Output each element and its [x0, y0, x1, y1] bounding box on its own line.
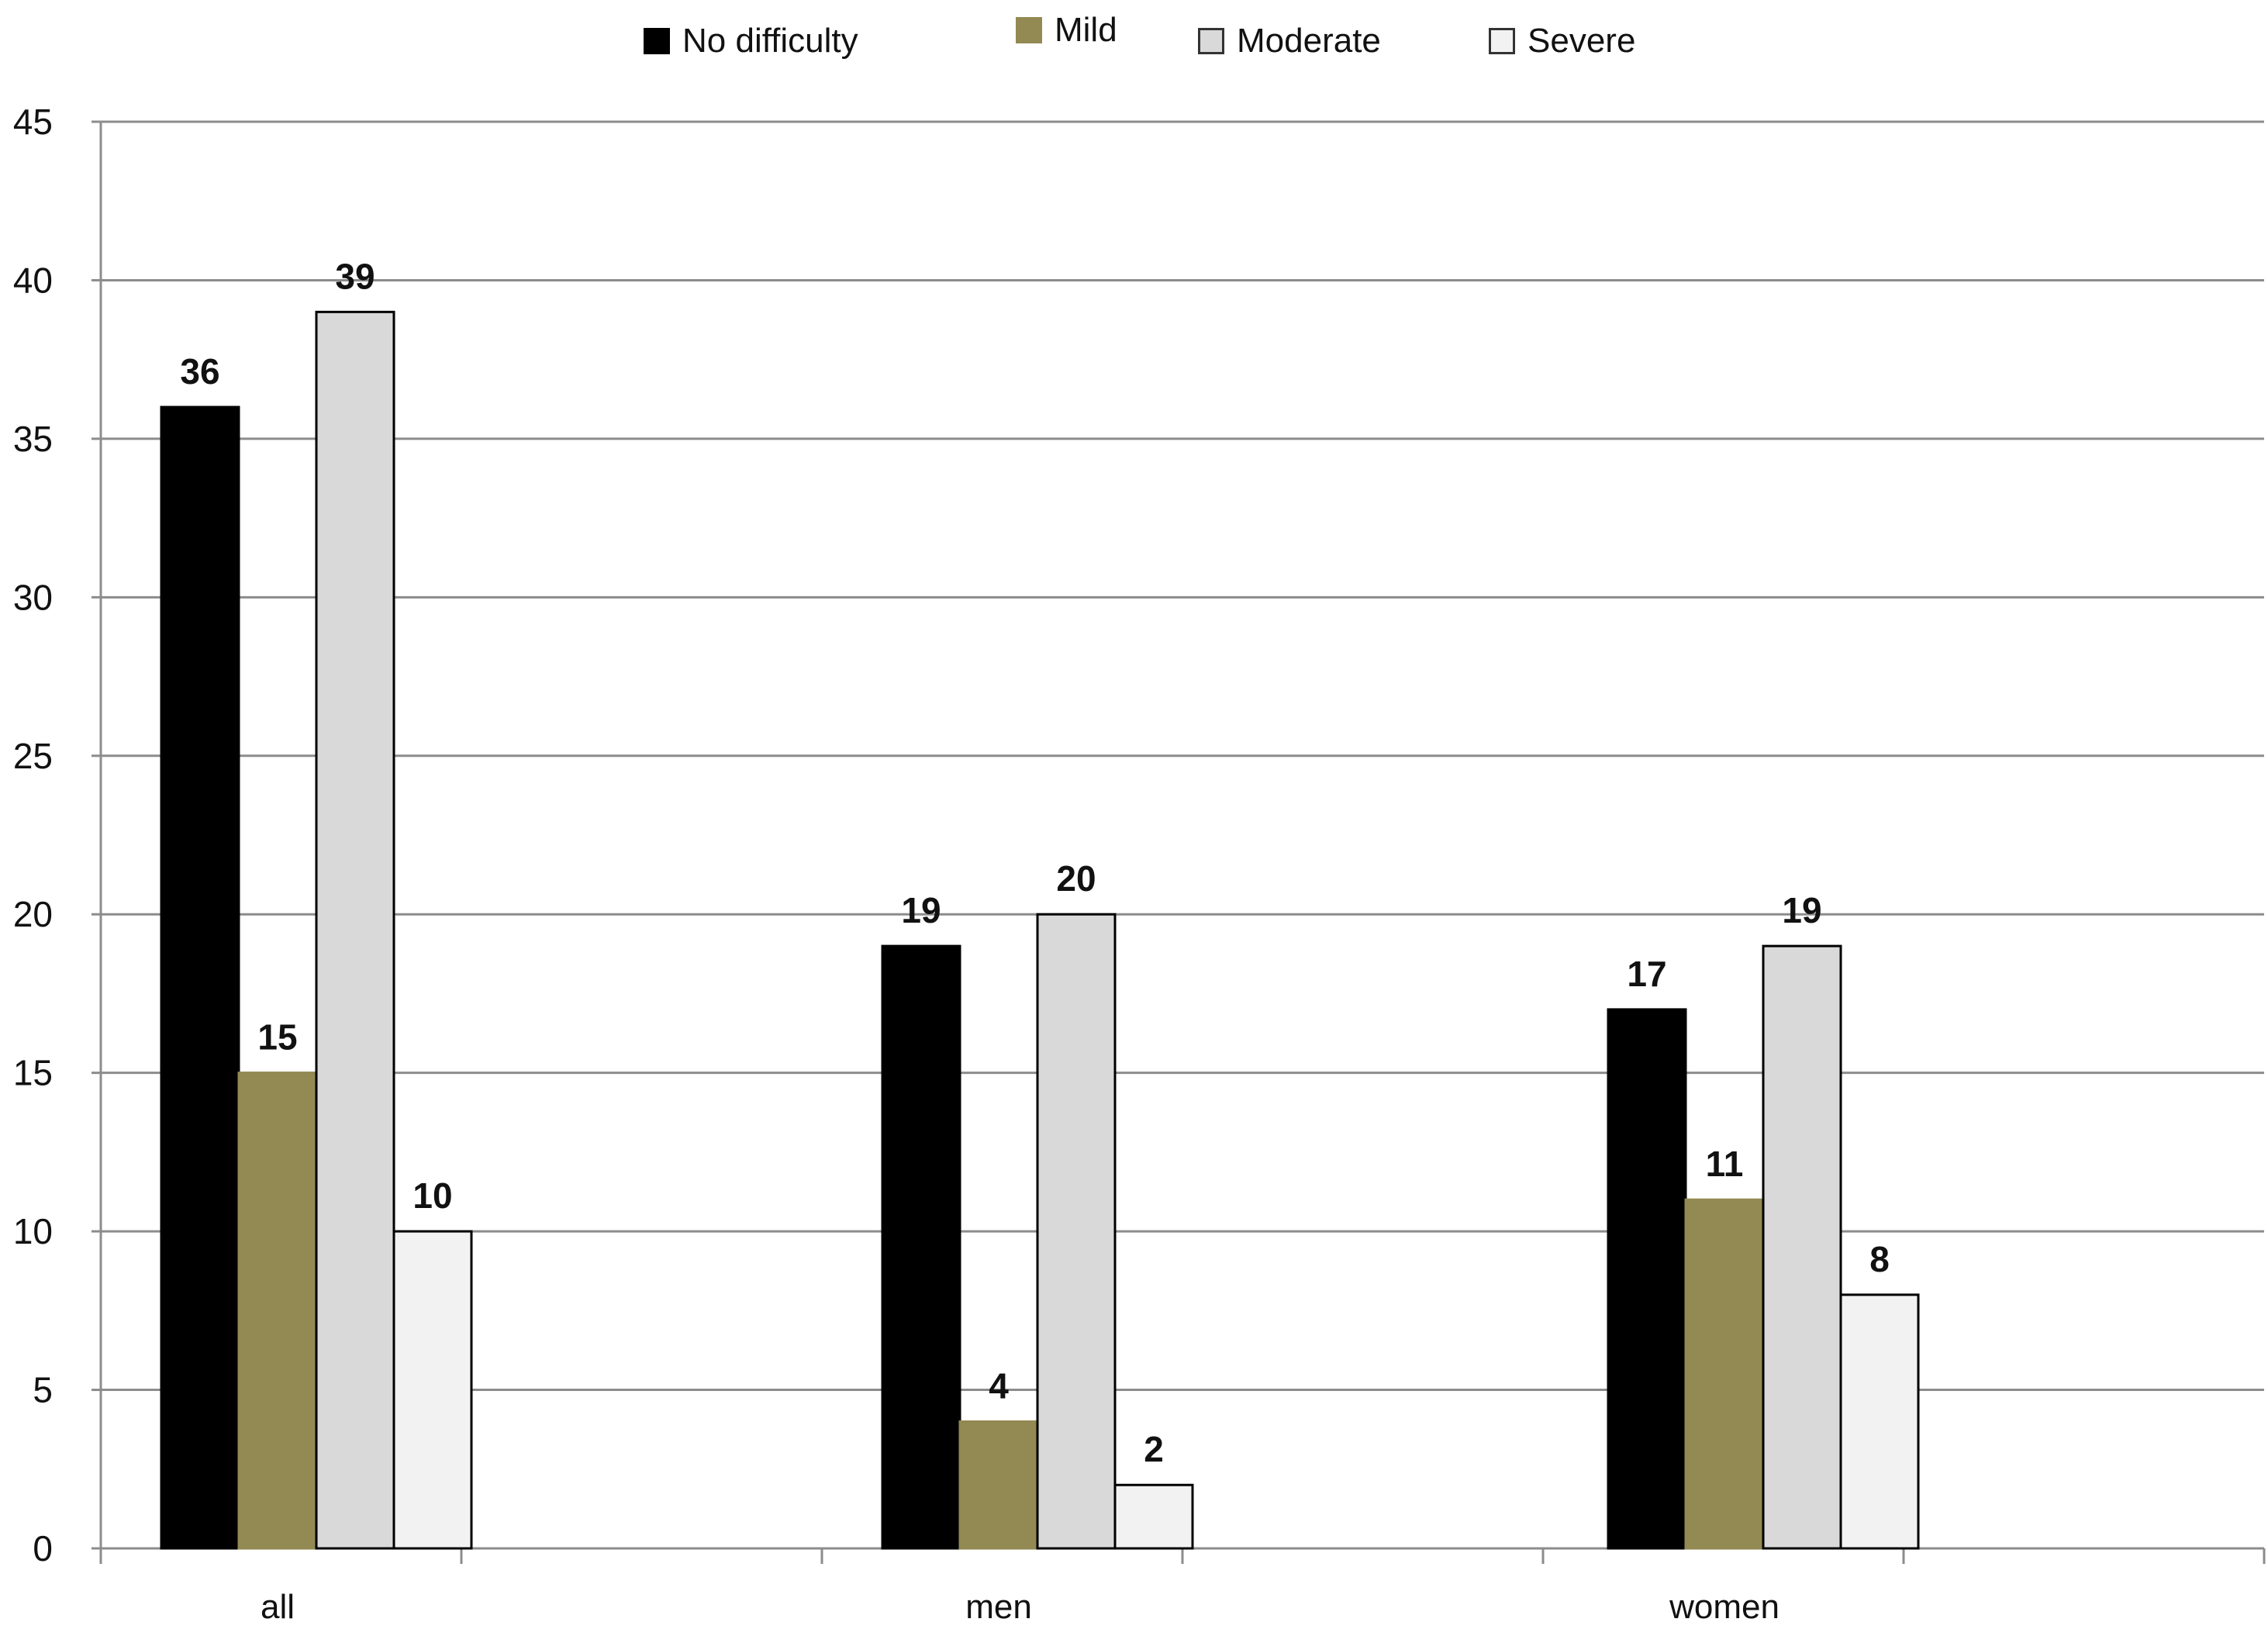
bar-all-severe [392, 1230, 473, 1550]
bar-women-mild [1684, 1198, 1765, 1550]
y-tick-label-30: 30 [13, 577, 53, 617]
y-tick-label-40: 40 [13, 260, 53, 300]
bar-men-severe [1113, 1483, 1194, 1550]
data-label-men-no-difficulty: 19 [901, 890, 941, 930]
bar-women-severe [1839, 1293, 1920, 1550]
legend-item-mild: Mild [1016, 11, 1117, 50]
y-tick-label-15: 15 [13, 1053, 53, 1093]
data-label-women-severe: 8 [1869, 1239, 1890, 1279]
bar-men-mild [958, 1420, 1039, 1550]
y-tick-label-0: 0 [33, 1528, 53, 1569]
bar-men-no-difficulty [881, 944, 961, 1550]
y-tick-label-45: 45 [13, 102, 53, 142]
x-tick-label-men: men [965, 1588, 1032, 1626]
legend-swatch-no-difficulty [644, 28, 670, 54]
data-label-all-no-difficulty: 36 [180, 351, 219, 392]
legend-item-moderate: Moderate [1198, 22, 1381, 60]
bar-all-mild [237, 1072, 318, 1550]
y-tick-label-25: 25 [13, 736, 53, 776]
legend-swatch-mild [1016, 17, 1042, 43]
legend-label-severe: Severe [1528, 22, 1636, 60]
data-label-women-mild: 11 [1706, 1144, 1744, 1184]
legend-label-moderate: Moderate [1237, 22, 1381, 60]
legend-swatch-moderate [1198, 28, 1224, 54]
y-tick-label-20: 20 [13, 894, 53, 934]
bar-all-moderate [315, 310, 395, 1550]
data-label-men-moderate: 20 [1056, 858, 1096, 899]
legend-item-severe: Severe [1489, 22, 1635, 60]
data-label-men-mild: 4 [989, 1365, 1009, 1406]
data-label-men-severe: 2 [1144, 1429, 1164, 1469]
y-tick-label-35: 35 [13, 419, 53, 459]
data-label-all-mild: 15 [257, 1017, 297, 1058]
bar-men-moderate [1036, 913, 1117, 1550]
bar-women-no-difficulty [1607, 1008, 1687, 1550]
legend-label-mild: Mild [1055, 11, 1117, 49]
legend-label-no-difficulty: No difficulty [682, 22, 858, 60]
data-label-all-severe: 10 [413, 1175, 452, 1216]
x-tick-label-women: women [1669, 1588, 1780, 1626]
x-tick-label-all: all [261, 1588, 295, 1626]
y-tick-label-5: 5 [33, 1370, 53, 1410]
data-label-women-moderate: 19 [1782, 890, 1821, 930]
data-label-women-no-difficulty: 17 [1627, 954, 1666, 994]
legend-swatch-severe [1489, 28, 1515, 54]
y-tick-label-10: 10 [13, 1211, 53, 1251]
bar-all-no-difficulty [160, 406, 240, 1550]
data-label-all-moderate: 39 [335, 256, 375, 296]
bar-women-moderate [1762, 944, 1842, 1550]
legend-item-no-difficulty: No difficulty [644, 22, 858, 60]
